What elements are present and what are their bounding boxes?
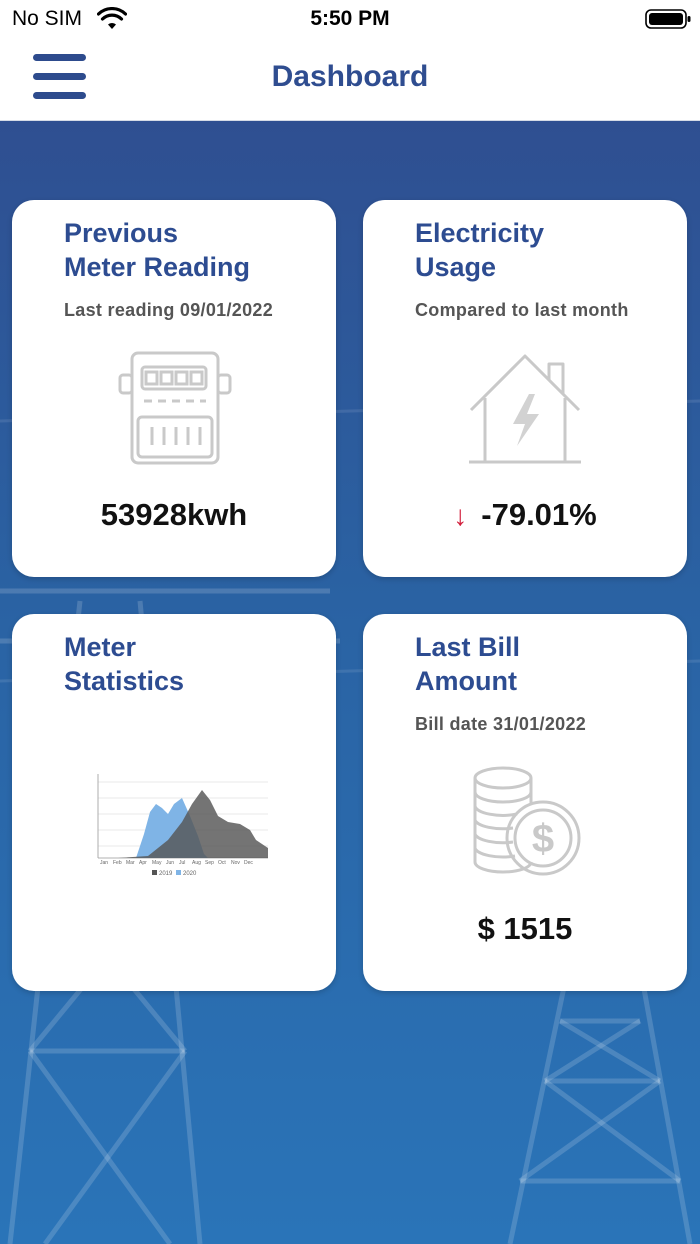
meter-statistics-card[interactable]: Meter Statistics Jan Feb Mar Apr May Jun Jul… [12, 614, 336, 991]
area-chart-thumbnail: Jan Feb Mar Apr May Jun Jul Aug Sep Oct Nov Dec … [97, 774, 268, 877]
arrow-down-icon: ↓ [453, 500, 468, 531]
meter-reading-card[interactable]: Previous Meter Reading Last reading 09/0… [12, 200, 336, 577]
svg-text:Jul: Jul [179, 860, 185, 866]
svg-text:Aug: Aug [192, 860, 201, 866]
legend-series-1: 2019 [159, 871, 173, 877]
electricity-usage-title: Electricity Usage [415, 218, 545, 282]
last-bill-card[interactable]: Last Bill Amount Bill date 31/01/2022 $ … [363, 614, 687, 991]
svg-text:$: $ [532, 817, 554, 861]
clock: 5:50 PM [310, 7, 390, 30]
bill-date-label: Bill date 31/01/2022 [415, 714, 587, 734]
usage-comparison-label: Compared to last month [415, 300, 629, 320]
svg-text:Dec: Dec [244, 860, 253, 866]
electric-meter-icon [118, 351, 232, 465]
svg-text:Sep: Sep [205, 860, 214, 866]
page-title: Dashboard [271, 60, 429, 93]
meter-statistics-title: Meter Statistics [64, 632, 185, 696]
meter-reading-date: Last reading 09/01/2022 [64, 300, 274, 320]
house-lightning-icon [469, 354, 581, 464]
carrier-label: No SIM [12, 7, 83, 30]
last-bill-title: Last Bill Amount [415, 632, 521, 696]
svg-text:Mar: Mar [126, 860, 135, 866]
meter-reading-title: Previous Meter Reading [64, 218, 251, 282]
coins-dollar-icon: $ [473, 766, 581, 876]
usage-change-value: ↓ -79.01% [453, 497, 597, 532]
wifi-icon [97, 7, 127, 29]
svg-text:Oct: Oct [218, 860, 226, 866]
svg-text:Feb: Feb [113, 860, 122, 866]
last-bill-value: $ 1515 [477, 911, 573, 946]
battery-icon [645, 9, 691, 29]
svg-text:Apr: Apr [139, 860, 147, 866]
svg-text:Nov: Nov [231, 860, 240, 866]
electricity-usage-card[interactable]: Electricity Usage Compared to last month… [363, 200, 687, 577]
svg-text:Jan: Jan [100, 860, 108, 866]
meter-reading-value: 53928kwh [100, 497, 248, 532]
legend-series-2: 2020 [183, 871, 197, 877]
svg-text:May: May [152, 860, 162, 866]
status-bar: No SIM 5:50 PM [0, 0, 700, 40]
nav-bar: Dashboard [0, 40, 700, 121]
svg-text:Jun: Jun [166, 860, 174, 866]
hamburger-menu-icon[interactable] [33, 54, 87, 100]
